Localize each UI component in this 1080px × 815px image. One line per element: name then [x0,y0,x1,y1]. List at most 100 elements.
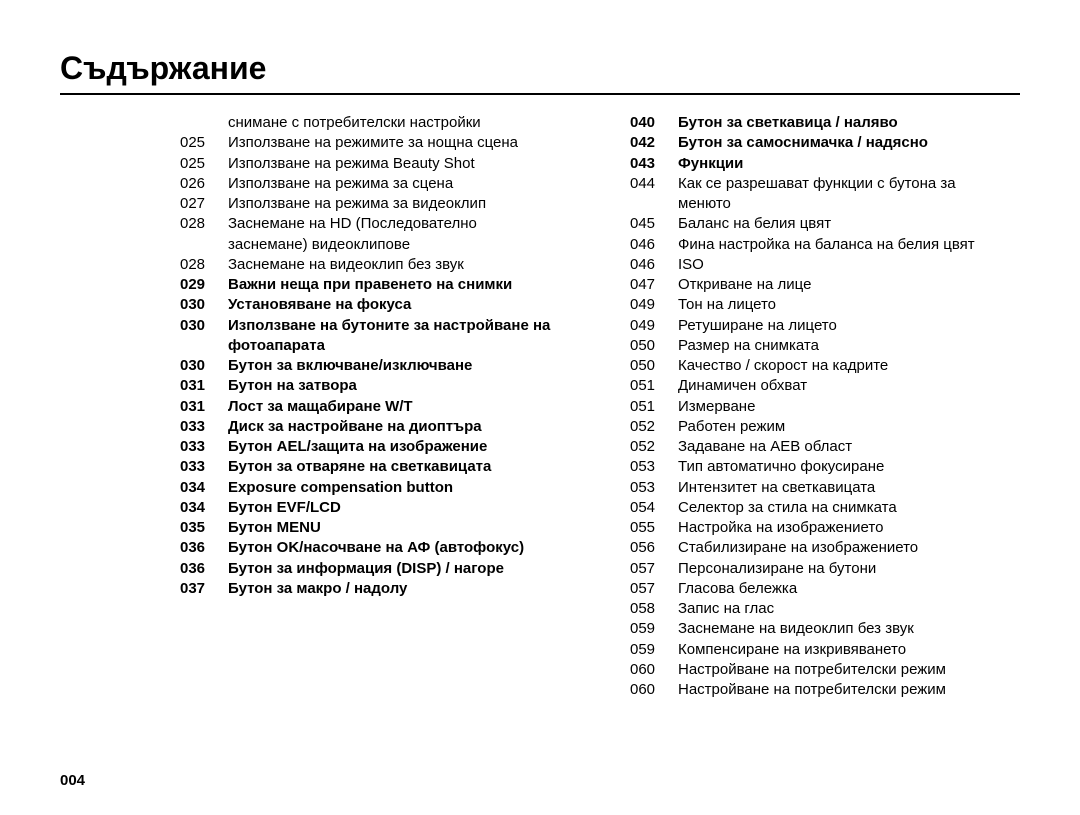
toc-entry: 030Използване на бутоните за настройване… [180,316,570,357]
toc-page-number: 034 [180,478,228,498]
toc-entry: 034Exposure compensation button [180,478,570,498]
toc-entry: 047Откриване на лице [630,275,1020,295]
toc-entry-text: Качество / скорост на кадрите [678,356,1020,376]
toc-page-number: 033 [180,457,228,477]
toc-page-number: 027 [180,194,228,214]
toc-entry-text: Настройване на потребителски режим [678,660,1020,680]
toc-entry: 027Използване на режима за видеоклип [180,194,570,214]
toc-entry-text: Ретуширане на лицето [678,316,1020,336]
toc-page-number: 053 [630,457,678,477]
toc-entry: 054Селектор за стила на снимката [630,498,1020,518]
toc-entry: 030Установяване на фокуса [180,295,570,315]
toc-page-number: 051 [630,376,678,396]
toc-entry-text: Запис на глас [678,599,1020,619]
toc-page-number: 052 [630,417,678,437]
toc-entry: 031Бутон на затвора [180,376,570,396]
toc-entry-text: Заснемане на видеоклип без звук [678,619,1020,639]
toc-entry: 046ISO [630,255,1020,275]
toc-entry-text: Стабилизиране на изображението [678,538,1020,558]
toc-entry-text: Как се разрешават функции с бутона за ме… [678,174,1020,215]
toc-page-number: 045 [630,214,678,234]
toc-page-number: 050 [630,336,678,356]
toc-entry: 040Бутон за светкавица / наляво [630,113,1020,133]
toc-entry-text: Бутон EVF/LCD [228,498,570,518]
toc-entry: 025Използване на режима Beauty Shot [180,154,570,174]
toc-entry: 030Бутон за включване/изключване [180,356,570,376]
toc-entry-text: Установяване на фокуса [228,295,570,315]
toc-entry: 051Динамичен обхват [630,376,1020,396]
toc-page-number: 052 [630,437,678,457]
toc-entry-text: снимане с потребителски настройки [228,113,570,133]
toc-page-number: 055 [630,518,678,538]
toc-page-number: 033 [180,417,228,437]
toc-entry-text: Бутон AEL/защита на изображение [228,437,570,457]
toc-page-number: 026 [180,174,228,194]
toc-page-number: 034 [180,498,228,518]
toc-page-number: 053 [630,478,678,498]
toc-page-number: 028 [180,255,228,275]
toc-entry-text: Настройване на потребителски режим [678,680,1020,700]
toc-entry: 028Заснемане на видеоклип без звук [180,255,570,275]
toc-page-number: 030 [180,295,228,315]
toc-entry: 052Работен режим [630,417,1020,437]
toc-page-number: 060 [630,660,678,680]
toc-entry: 036Бутон за информация (DISP) / нагоре [180,559,570,579]
toc-page-number: 056 [630,538,678,558]
toc-entry: 060Настройване на потребителски режим [630,680,1020,700]
toc-page-number: 050 [630,356,678,376]
toc-entry-text: Бутон MENU [228,518,570,538]
toc-page-number: 059 [630,619,678,639]
toc-right-column: 040Бутон за светкавица / наляво042Бутон … [610,113,1020,700]
toc-entry: 026Използване на режима за сцена [180,174,570,194]
toc-entry: 055Настройка на изображението [630,518,1020,538]
toc-entry-text: Тип автоматично фокусиране [678,457,1020,477]
toc-page-number: 059 [630,640,678,660]
toc-entry: 028Заснемане на HD (Последователно засне… [180,214,570,255]
toc-entry-text: Тон на лицето [678,295,1020,315]
toc-entry: 049Тон на лицето [630,295,1020,315]
toc-entry: 036Бутон OK/насочване на АФ (автофокус) [180,538,570,558]
toc-entry-text: Интензитет на светкавицата [678,478,1020,498]
toc-entry: 043Функции [630,154,1020,174]
toc-entry-text: Фина настройка на баланса на белия цвят [678,235,1020,255]
toc-page-number: 025 [180,154,228,174]
toc-entry-text: Динамичен обхват [678,376,1020,396]
toc-page-number [180,113,228,133]
toc-entry-text: Откриване на лице [678,275,1020,295]
toc-page-number: 058 [630,599,678,619]
toc-page-number: 037 [180,579,228,599]
toc-page-number: 049 [630,295,678,315]
toc-entry: 060Настройване на потребителски режим [630,660,1020,680]
toc-page-number: 047 [630,275,678,295]
toc-entry-text: Важни неща при правенето на снимки [228,275,570,295]
toc-page-number: 054 [630,498,678,518]
toc-entry: 035Бутон MENU [180,518,570,538]
toc-entry: 033Бутон AEL/защита на изображение [180,437,570,457]
toc-entry-text: Бутон за включване/изключване [228,356,570,376]
toc-entry: 031Лост за мащабиране W/T [180,397,570,417]
toc-entry: 049Ретуширане на лицето [630,316,1020,336]
toc-entry-text: Гласова бележка [678,579,1020,599]
toc-entry-text: Настройка на изображението [678,518,1020,538]
toc-page-number: 036 [180,559,228,579]
toc-entry: 058Запис на глас [630,599,1020,619]
toc-entry-text: Функции [678,154,1020,174]
toc-page-number: 057 [630,579,678,599]
toc-entry: 033Бутон за отваряне на светкавицата [180,457,570,477]
footer-page-number: 004 [60,772,85,789]
toc-entry-text: Лост за мащабиране W/T [228,397,570,417]
toc-entry-text: Диск за настройване на диоптъра [228,417,570,437]
toc-entry: 059Заснемане на видеоклип без звук [630,619,1020,639]
toc-page-number: 057 [630,559,678,579]
toc-entry: 051Измерване [630,397,1020,417]
toc-entry: 033Диск за настройване на диоптъра [180,417,570,437]
toc-page-number: 031 [180,376,228,396]
toc-page-number: 035 [180,518,228,538]
toc-entry-text: Използване на режима за видеоклип [228,194,570,214]
toc-page-number: 028 [180,214,228,255]
toc-entry-text: Работен режим [678,417,1020,437]
toc-page-number: 025 [180,133,228,153]
toc-entry-text: Бутон за светкавица / наляво [678,113,1020,133]
toc-entry: 037Бутон за макро / надолу [180,579,570,599]
toc-entry-text: Компенсиране на изкривяването [678,640,1020,660]
